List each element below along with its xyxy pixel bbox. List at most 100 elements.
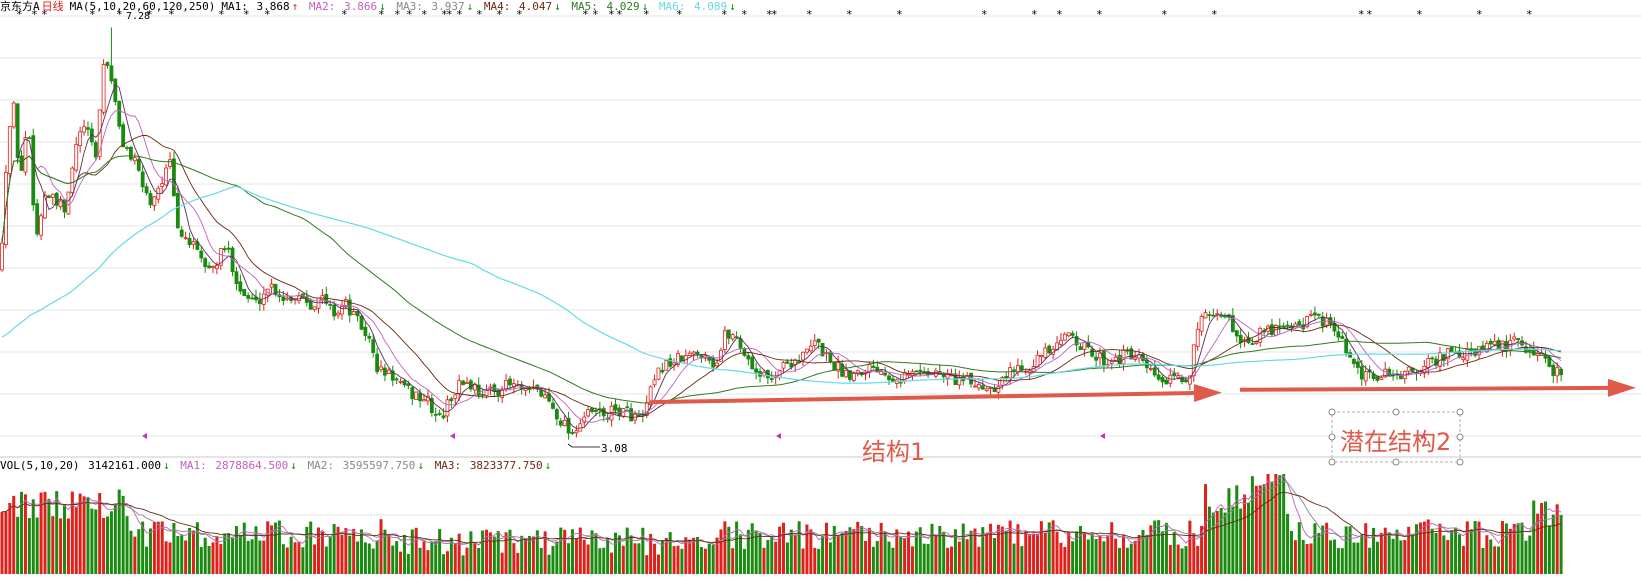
volume-bar bbox=[359, 529, 363, 574]
candle-body bbox=[1449, 346, 1454, 353]
candle-body bbox=[238, 281, 243, 292]
volume-bar bbox=[1426, 519, 1430, 574]
event-marker: * bbox=[1416, 8, 1423, 21]
volume-bar bbox=[1219, 508, 1223, 574]
volume-bar bbox=[1047, 522, 1051, 574]
candle-body bbox=[1559, 368, 1563, 376]
candle-body bbox=[695, 351, 700, 355]
event-marker: * bbox=[421, 8, 428, 21]
volume-bar bbox=[1032, 533, 1036, 574]
volume-bar bbox=[1063, 546, 1067, 574]
volume-bar bbox=[195, 522, 199, 574]
volume-bar bbox=[1555, 504, 1559, 574]
candle-body bbox=[1527, 349, 1532, 352]
candle-body bbox=[465, 382, 469, 385]
selection-handle bbox=[1456, 433, 1464, 441]
volume-bar bbox=[31, 499, 35, 574]
volume-bar bbox=[1543, 501, 1547, 574]
volume-bar bbox=[188, 527, 192, 574]
volume-bar bbox=[1094, 539, 1098, 574]
volume-bar bbox=[0, 511, 4, 574]
candle-body bbox=[746, 355, 751, 360]
volume-bar bbox=[1250, 476, 1254, 574]
volume-bar bbox=[309, 521, 313, 574]
candle-body bbox=[269, 283, 274, 288]
volume-bar bbox=[957, 541, 961, 574]
volume-bar bbox=[750, 523, 754, 574]
candle-body bbox=[1199, 316, 1204, 332]
candle-body bbox=[1375, 376, 1380, 381]
candle-body bbox=[1488, 340, 1493, 345]
candle-body bbox=[273, 283, 278, 295]
volume-bar bbox=[1411, 535, 1415, 574]
candle-body bbox=[93, 142, 98, 158]
candle-body bbox=[422, 399, 426, 402]
volume-bar bbox=[1360, 534, 1364, 574]
candle-body bbox=[1281, 325, 1286, 328]
volume-bar bbox=[395, 541, 399, 574]
candle-body bbox=[1383, 368, 1388, 378]
candle-body bbox=[359, 315, 364, 330]
candle-body bbox=[1551, 364, 1556, 376]
candle-body bbox=[148, 193, 153, 206]
volume-bar bbox=[410, 529, 414, 574]
volume-bar bbox=[617, 535, 621, 574]
volume-bar bbox=[371, 548, 375, 574]
volume-bar bbox=[547, 554, 551, 574]
volume-bar bbox=[653, 543, 657, 574]
volume-bar bbox=[496, 530, 500, 574]
candle-body bbox=[50, 193, 55, 198]
candle-body bbox=[340, 305, 344, 315]
event-marker: * bbox=[896, 8, 903, 21]
volume-bar bbox=[1078, 525, 1082, 574]
candle-body bbox=[1066, 332, 1071, 337]
volume-bar bbox=[391, 545, 395, 574]
candle-body bbox=[1270, 324, 1274, 335]
volume-bar bbox=[375, 540, 379, 574]
candle-body bbox=[433, 413, 438, 416]
volume-bar bbox=[731, 548, 735, 574]
candle-body bbox=[1555, 367, 1560, 377]
candle-body bbox=[1180, 377, 1184, 383]
candle-body bbox=[558, 420, 563, 426]
candle-body bbox=[429, 398, 434, 414]
high-price-label: 7.28 bbox=[126, 11, 151, 22]
volume-bar bbox=[621, 545, 625, 574]
volume-bar bbox=[1489, 539, 1493, 574]
volume-bar bbox=[317, 527, 321, 574]
volume-bar bbox=[1258, 485, 1262, 574]
volume-bar bbox=[1149, 525, 1153, 574]
volume-bar bbox=[578, 527, 582, 574]
volume-bar bbox=[668, 532, 672, 574]
volume-bar bbox=[778, 526, 782, 574]
candle-body bbox=[1078, 346, 1083, 350]
candle-body bbox=[867, 364, 872, 373]
candle-body bbox=[1535, 353, 1540, 356]
volume-bar bbox=[551, 545, 555, 574]
volume-bar bbox=[840, 533, 844, 574]
volume-bar bbox=[35, 517, 39, 574]
cycle-marker bbox=[1420, 433, 1425, 439]
volume-bar bbox=[438, 529, 442, 574]
candle-body bbox=[211, 266, 215, 268]
volume-bar bbox=[266, 521, 270, 574]
ma4-legend: MA4: 4.047 ↓ bbox=[483, 0, 561, 13]
candle-body bbox=[332, 304, 337, 317]
volume-bar bbox=[1207, 506, 1211, 574]
trend-arrow-1 bbox=[649, 384, 1222, 405]
volume-bar bbox=[867, 527, 871, 574]
candle-body bbox=[347, 299, 352, 316]
ma5-legend: MA5: 4.029 ↓ bbox=[571, 0, 649, 13]
candle-body bbox=[1484, 342, 1489, 353]
volume-bar bbox=[426, 550, 430, 574]
volume-bar bbox=[883, 531, 887, 574]
event-marker: * bbox=[771, 8, 778, 21]
volume-bar bbox=[199, 546, 203, 574]
volume-bar bbox=[1102, 541, 1106, 574]
volume-bar bbox=[567, 543, 571, 574]
volume-bar bbox=[277, 520, 281, 574]
candle-body bbox=[652, 379, 657, 386]
volume-bar bbox=[1008, 520, 1012, 574]
candle-body bbox=[7, 126, 12, 175]
